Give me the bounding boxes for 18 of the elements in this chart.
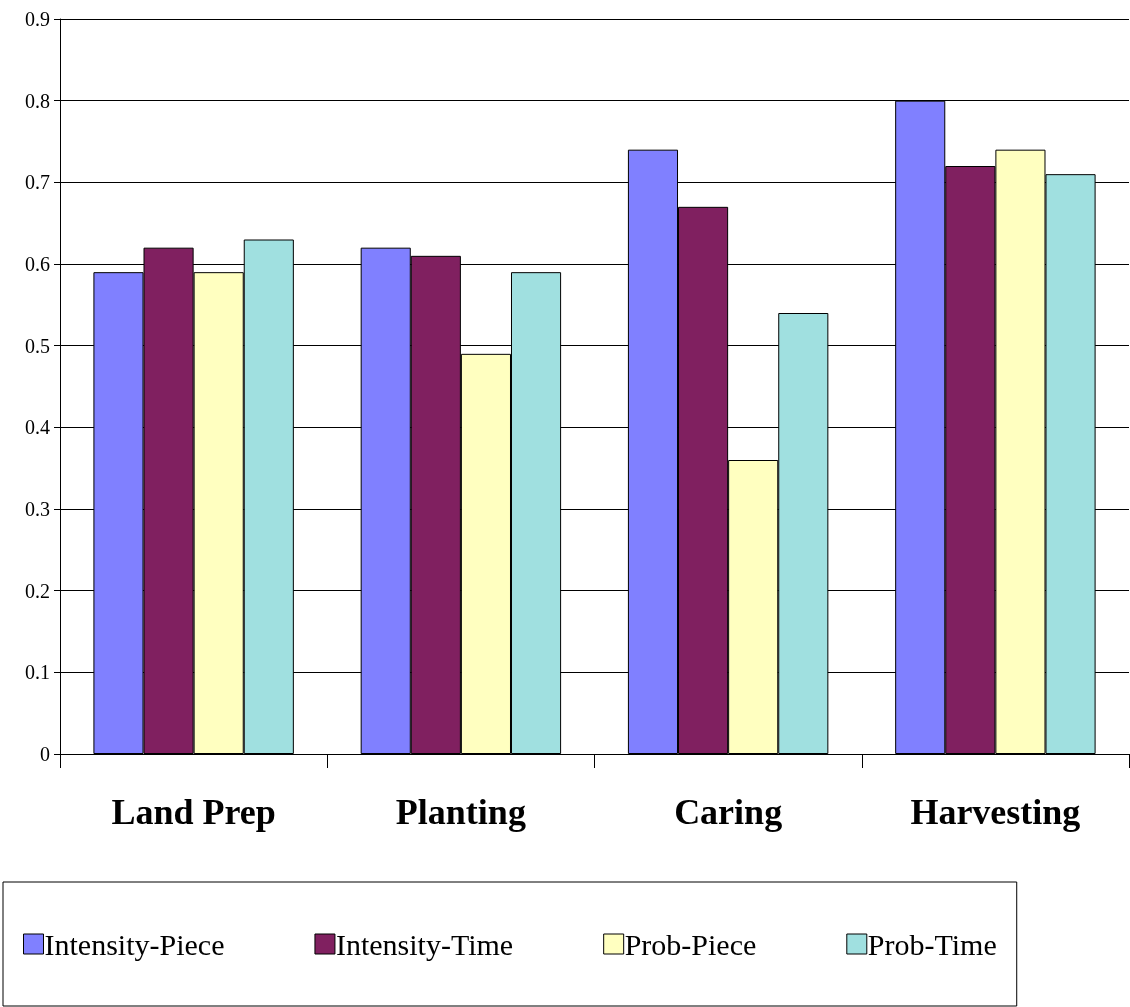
y-tick-label: 0 [40,743,50,765]
y-tick-label: 0.5 [25,334,50,357]
legend-label: Intensity-Time [335,927,514,961]
y-tick-label: 0.9 [25,8,50,30]
y-tick-label: 0.6 [25,253,50,275]
legend-label: Prob-Time [867,927,997,961]
y-tick-label: 0.7 [25,171,50,194]
legend-label: Intensity-Piece [44,927,225,961]
x-tick-label: Caring [674,792,783,832]
y-tick-label: 0.8 [25,89,50,112]
y-tick-label: 0.4 [25,416,50,439]
x-tick-label: Land Prep [111,792,276,832]
y-tick-label: 0.2 [25,579,50,602]
x-tick-label: Harvesting [910,792,1081,832]
x-tick-label: Planting [395,792,526,832]
y-tick-label: 0.1 [25,661,50,684]
legend-label: Prob-Piece [624,927,757,961]
y-tick-label: 0.3 [25,498,50,520]
